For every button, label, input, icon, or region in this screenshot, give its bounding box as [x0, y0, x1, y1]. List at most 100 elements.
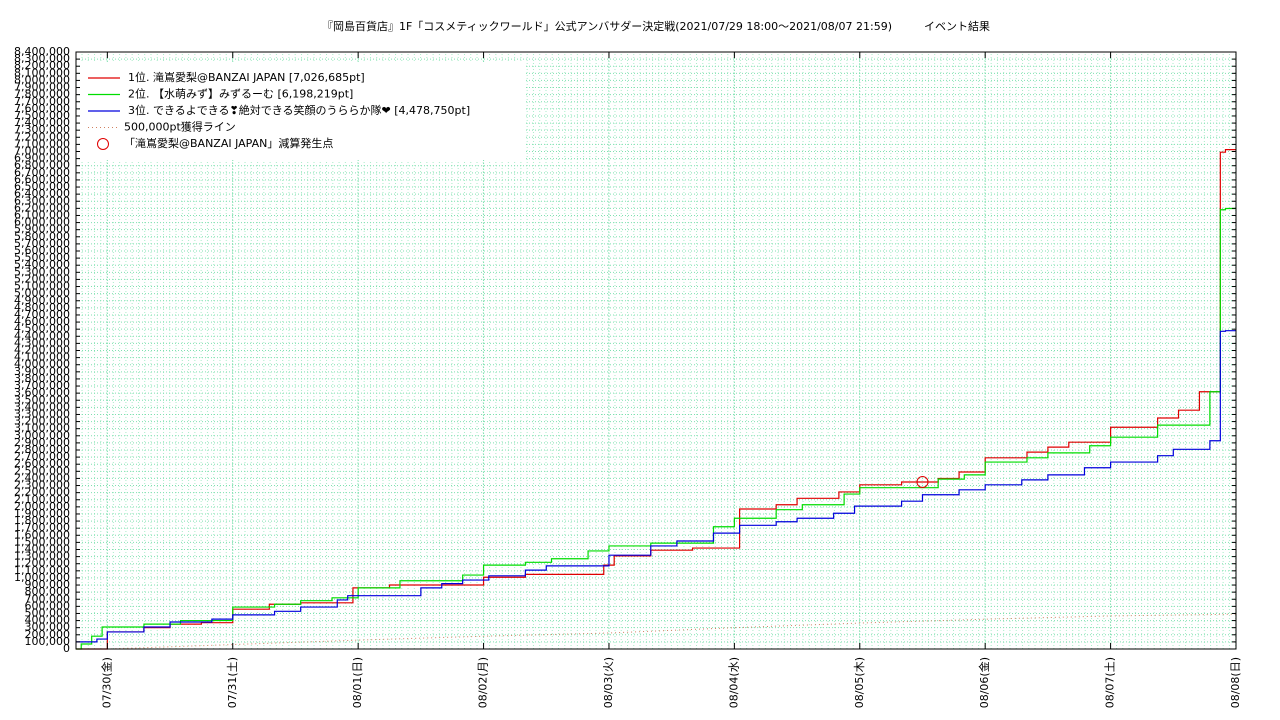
- x-tick-label: 07/31(土): [226, 657, 239, 708]
- y-tick-label: 3,400,000: [14, 400, 70, 413]
- axes: 0100,000200,000300,000400,000500,000600,…: [14, 45, 1242, 708]
- y-tick-label: 4,400,000: [14, 329, 70, 342]
- y-tick-label: 5,400,000: [14, 258, 70, 271]
- y-tick-label: 7,500,000: [14, 109, 70, 122]
- legend-label: 「滝嶌愛梨@BANZAI JAPAN」減算発生点: [124, 136, 333, 150]
- x-tick-label: 08/07(土): [1104, 657, 1117, 708]
- y-tick-label: 8,100,000: [14, 66, 70, 79]
- y-tick-label: 7,700,000: [14, 95, 70, 108]
- y-tick-label: 7,900,000: [14, 81, 70, 94]
- x-tick-label: 08/08(日): [1229, 657, 1242, 708]
- y-tick-label: 8,000,000: [14, 73, 70, 86]
- y-tick-label: 2,600,000: [14, 457, 70, 470]
- y-tick-label: 3,100,000: [14, 422, 70, 435]
- y-tick-label: 2,100,000: [14, 493, 70, 506]
- event-marker: [916, 475, 929, 488]
- legend-swatch: [97, 138, 109, 150]
- legend-box: [80, 62, 525, 160]
- y-tick-label: 2,800,000: [14, 443, 70, 456]
- y-tick-label: 6,800,000: [14, 159, 70, 172]
- legend-label: 1位. 滝嶌愛梨@BANZAI JAPAN [7,026,685pt]: [128, 70, 365, 84]
- y-tick-label: 5,500,000: [14, 251, 70, 264]
- y-tick-label: 0: [63, 642, 70, 655]
- x-tick-label: 08/06(金): [977, 657, 991, 708]
- y-tick-label: 6,400,000: [14, 187, 70, 200]
- y-tick-label: 3,900,000: [14, 365, 70, 378]
- y-tick-label: 800,000: [25, 585, 71, 598]
- y-tick-label: 2,400,000: [14, 471, 70, 484]
- series-line: [76, 207, 1236, 650]
- y-tick-label: 3,300,000: [14, 407, 70, 420]
- y-tick-label: 100,000: [25, 635, 71, 648]
- y-tick-label: 2,900,000: [14, 436, 70, 449]
- y-tick-label: 6,500,000: [14, 180, 70, 193]
- y-tick-label: 700,000: [25, 592, 71, 605]
- y-tick-label: 900,000: [25, 578, 71, 591]
- y-tick-label: 1,800,000: [14, 514, 70, 527]
- y-tick-label: 3,500,000: [14, 393, 70, 406]
- y-tick-label: 2,700,000: [14, 450, 70, 463]
- y-tick-label: 3,000,000: [14, 429, 70, 442]
- legend: 1位. 滝嶌愛梨@BANZAI JAPAN [7,026,685pt] 2位. 【…: [88, 70, 470, 150]
- y-tick-label: 2,500,000: [14, 464, 70, 477]
- y-tick-label: 500,000: [25, 606, 71, 619]
- y-tick-label: 3,800,000: [14, 372, 70, 385]
- y-tick-label: 1,100,000: [14, 564, 70, 577]
- y-tick-label: 3,600,000: [14, 386, 70, 399]
- y-tick-label: 3,700,000: [14, 379, 70, 392]
- legend-label: 3位. できるよできる❣絶対できる笑顔のうららか隊❤ [4,478,750pt]: [128, 103, 470, 117]
- x-tick-label: 08/02(月): [477, 657, 490, 708]
- x-tick-label: 08/03(火): [602, 657, 615, 708]
- y-tick-label: 1,300,000: [14, 550, 70, 563]
- y-tick-label: 1,900,000: [14, 507, 70, 520]
- y-tick-label: 2,000,000: [14, 500, 70, 513]
- y-tick-label: 6,600,000: [14, 173, 70, 186]
- y-tick-label: 5,600,000: [14, 244, 70, 257]
- y-tick-label: 5,900,000: [14, 223, 70, 236]
- y-tick-label: 6,900,000: [14, 152, 70, 165]
- y-tick-label: 6,000,000: [14, 216, 70, 229]
- y-tick-label: 7,800,000: [14, 88, 70, 101]
- series-line: [76, 149, 1236, 650]
- y-tick-label: 5,200,000: [14, 272, 70, 285]
- y-tick-label: 4,900,000: [14, 294, 70, 307]
- y-tick-label: 6,200,000: [14, 201, 70, 214]
- y-tick-label: 7,400,000: [14, 116, 70, 129]
- threshold-line: [107, 613, 1237, 650]
- y-tick-label: 8,300,000: [14, 52, 70, 65]
- y-tick-label: 8,400,000: [14, 45, 70, 58]
- y-tick-label: 7,300,000: [14, 123, 70, 136]
- y-tick-label: 300,000: [25, 621, 71, 634]
- y-tick-label: 7,200,000: [14, 130, 70, 143]
- y-tick-label: 6,700,000: [14, 166, 70, 179]
- y-tick-label: 4,000,000: [14, 358, 70, 371]
- y-tick-label: 8,200,000: [14, 59, 70, 72]
- y-tick-label: 4,300,000: [14, 336, 70, 349]
- y-tick-label: 1,500,000: [14, 535, 70, 548]
- chart-subtitle: イベント結果: [924, 19, 990, 33]
- y-tick-label: 4,500,000: [14, 322, 70, 335]
- y-tick-label: 4,800,000: [14, 301, 70, 314]
- y-tick-label: 6,300,000: [14, 194, 70, 207]
- y-tick-label: 200,000: [25, 628, 71, 641]
- y-tick-label: 7,600,000: [14, 102, 70, 115]
- series-group: [76, 149, 1237, 650]
- series-line: [76, 330, 1236, 643]
- y-tick-label: 5,300,000: [14, 265, 70, 278]
- x-tick-label: 08/05(木): [853, 657, 866, 708]
- chart-title: 『岡島百貨店』1F「コスメティックワールド」公式アンバサダー決定戦(2021/0…: [322, 19, 892, 33]
- y-tick-label: 5,100,000: [14, 280, 70, 293]
- y-tick-label: 1,700,000: [14, 521, 70, 534]
- y-tick-label: 4,700,000: [14, 308, 70, 321]
- x-tick-label: 08/01(日): [351, 657, 364, 708]
- y-tick-label: 1,200,000: [14, 557, 70, 570]
- y-tick-label: 5,000,000: [14, 287, 70, 300]
- legend-label: 500,000pt獲得ライン: [124, 121, 236, 134]
- y-tick-label: 5,700,000: [14, 237, 70, 250]
- x-tick-label: 07/30(金): [99, 657, 113, 708]
- x-tick-label: 08/04(水): [727, 657, 740, 708]
- y-tick-label: 3,200,000: [14, 415, 70, 428]
- y-tick-label: 600,000: [25, 599, 71, 612]
- y-tick-label: 1,000,000: [14, 571, 70, 584]
- y-tick-label: 5,800,000: [14, 230, 70, 243]
